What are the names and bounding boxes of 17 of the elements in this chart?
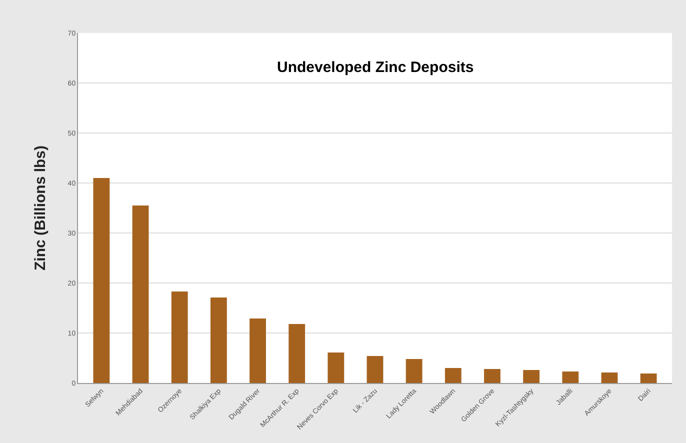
bar	[171, 292, 188, 383]
text: Undeveloped Zinc Deposits	[277, 59, 474, 76]
bar	[562, 372, 579, 383]
bar	[288, 324, 306, 383]
bar	[444, 368, 462, 383]
bar	[250, 318, 266, 383]
y-axis-title: Zinc (Billions lbs)	[32, 145, 50, 271]
bar	[523, 370, 540, 383]
bar	[210, 298, 227, 383]
bar	[366, 356, 384, 383]
bar	[93, 178, 110, 383]
bar	[640, 374, 657, 383]
bar	[406, 359, 422, 383]
bar	[132, 206, 149, 383]
bar	[484, 369, 500, 383]
bar	[601, 372, 618, 383]
bar	[328, 352, 344, 383]
